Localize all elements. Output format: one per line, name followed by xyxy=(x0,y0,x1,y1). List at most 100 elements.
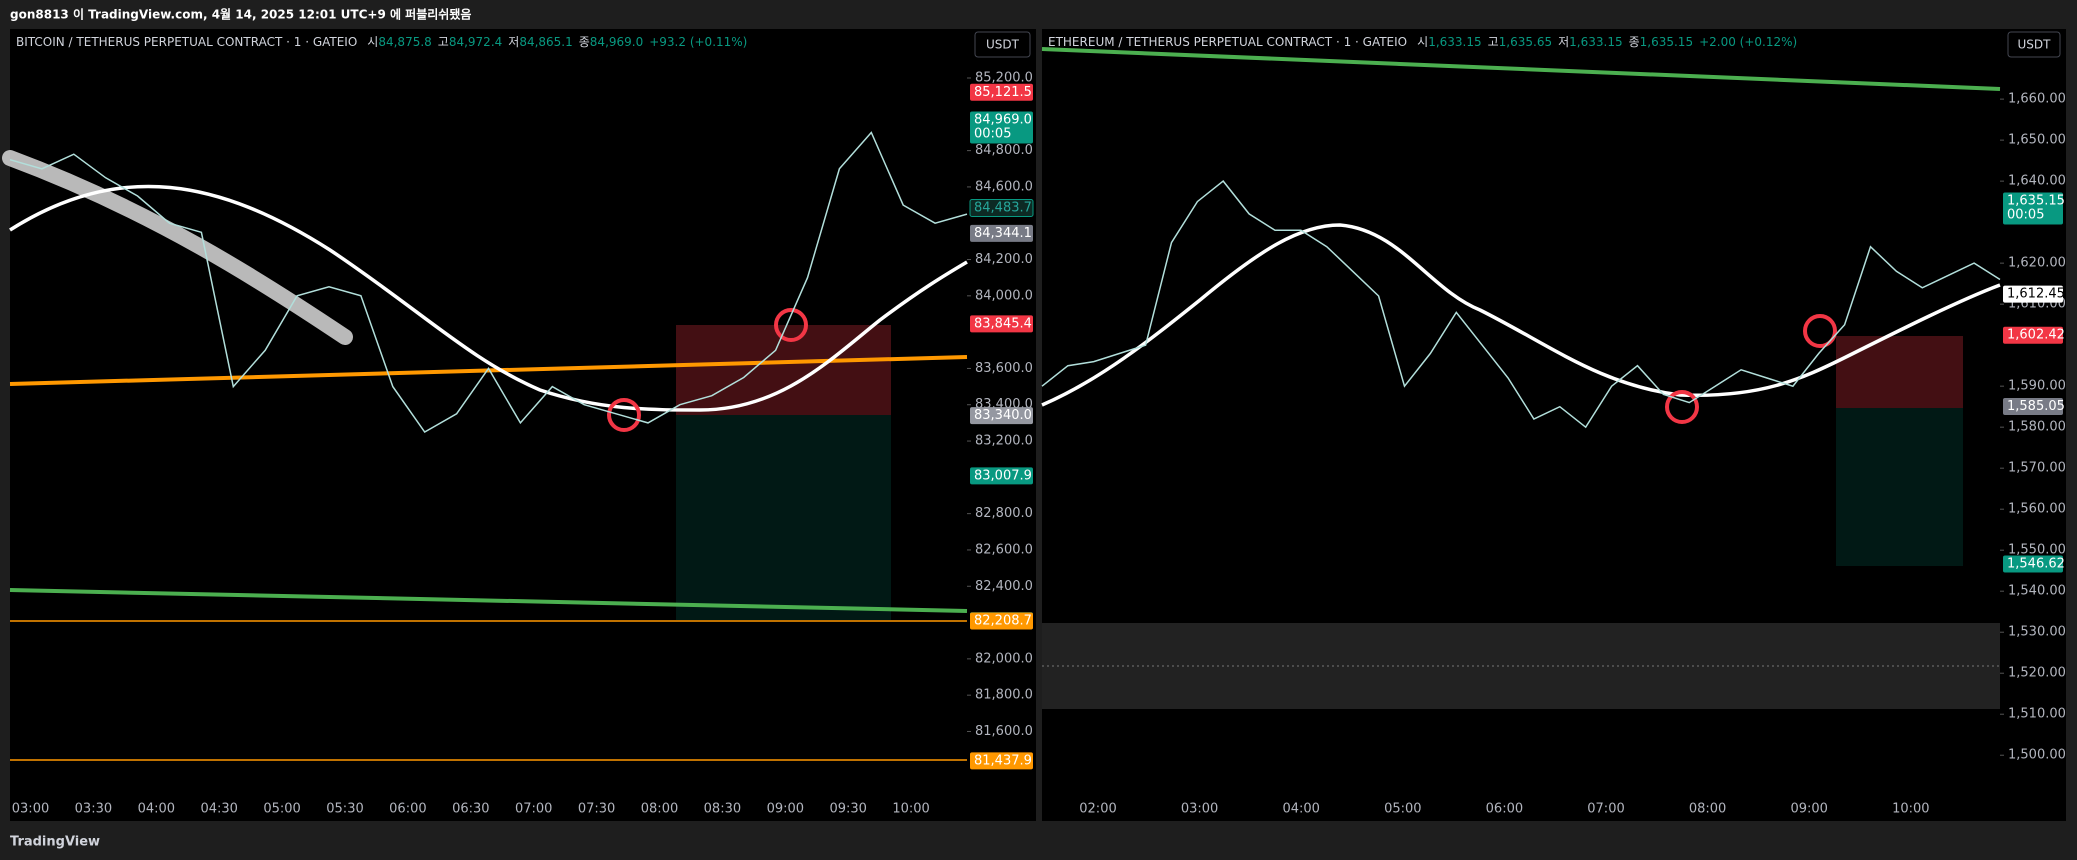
badge-label: 83,007.9 xyxy=(974,468,1032,483)
badge-label: 85,121.5 xyxy=(974,85,1032,100)
time-label: 10:00 xyxy=(1892,802,1929,817)
y-tick-label: 1,530.00 xyxy=(2008,625,2066,640)
marker-circle xyxy=(607,398,641,432)
price-badge xyxy=(970,111,1033,144)
ohlc-value: 84,865.1 xyxy=(519,35,572,49)
badge-label: 1,546.62 xyxy=(2007,557,2065,572)
time-label: 06:30 xyxy=(452,802,489,817)
left-panel xyxy=(10,29,1036,821)
y-tick-label: 1,550.00 xyxy=(2008,543,2066,558)
ohlc-label: 시 xyxy=(1417,35,1428,49)
ma-band xyxy=(2,150,353,345)
time-label: 07:00 xyxy=(515,802,552,817)
ohlc-label: 고 xyxy=(1488,35,1499,49)
badge-label: 1,612.45 xyxy=(2007,287,2065,302)
y-tick-label: 1,650.00 xyxy=(2008,133,2066,148)
badge-label: 81,437.9 xyxy=(974,753,1032,768)
y-tick-label: 82,000.0 xyxy=(975,651,1033,666)
time-label: 07:00 xyxy=(1587,802,1624,817)
y-tick-label: 84,000.0 xyxy=(975,288,1033,303)
footer-brand: TradingView xyxy=(10,835,100,850)
symbol-title: ETHEREUM / TETHERUS PERPETUAL CONTRACT ·… xyxy=(1048,35,1407,49)
ohlc-value: 84,969.0 xyxy=(590,35,643,49)
badge-label: 83,340.0 xyxy=(974,408,1032,423)
change: +93.2 (+0.11%) xyxy=(649,35,747,49)
currency-label: USDT xyxy=(986,38,1020,52)
y-tick-label: 81,800.0 xyxy=(975,688,1033,703)
badge-label: 1,585.05 xyxy=(2007,399,2065,414)
time-label: 03:00 xyxy=(1181,802,1218,817)
ohlc-value: 1,633.15 xyxy=(1569,35,1622,49)
currency-button xyxy=(2007,31,2061,58)
time-label: 09:00 xyxy=(767,802,804,817)
time-label: 08:00 xyxy=(1689,802,1726,817)
y-tick-label: 1,660.00 xyxy=(2008,92,2066,107)
ohlc-label: 종 xyxy=(579,35,590,49)
price-badge xyxy=(2003,192,2063,225)
profit-zone xyxy=(1836,408,1963,566)
time-label: 04:30 xyxy=(200,802,237,817)
ohlc-value: 1,635.65 xyxy=(1499,35,1552,49)
price-badge xyxy=(970,224,1033,242)
y-tick-label: 1,570.00 xyxy=(2008,461,2066,476)
trend-line xyxy=(9,588,968,613)
y-tick-label: 84,800.0 xyxy=(975,143,1033,158)
price-badge xyxy=(970,83,1033,101)
y-tick-label: 82,600.0 xyxy=(975,542,1033,557)
y-tick-label: 1,580.00 xyxy=(2008,420,2066,435)
price-badge xyxy=(970,407,1033,425)
time-label: 06:00 xyxy=(1486,802,1523,817)
badge-label: 1,602.42 xyxy=(2007,328,2065,343)
badge-sub: 00:05 xyxy=(974,126,1011,141)
panel-title: BITCOIN / TETHERUS PERPETUAL CONTRACT · … xyxy=(16,35,747,49)
y-tick-label: 1,510.00 xyxy=(2008,707,2066,722)
trend-line xyxy=(1041,47,2001,91)
time-label: 09:00 xyxy=(1790,802,1827,817)
badge-sub: 00:05 xyxy=(2007,208,2044,223)
time-label: 07:30 xyxy=(578,802,615,817)
profit-zone xyxy=(676,415,891,620)
y-tick-label: 1,520.00 xyxy=(2008,666,2066,681)
marker-circle xyxy=(1665,390,1699,424)
time-label: 03:30 xyxy=(75,802,112,817)
ohlc-label: 종 xyxy=(1629,35,1640,49)
ohlc-value: 1,635.15 xyxy=(1640,35,1693,49)
price-badge xyxy=(2003,285,2063,303)
ohlc-value: 1,633.15 xyxy=(1428,35,1481,49)
y-tick-label: 84,200.0 xyxy=(975,252,1033,267)
y-tick-label: 1,590.00 xyxy=(2008,379,2066,394)
moving-average xyxy=(9,184,968,412)
y-tick-label: 1,540.00 xyxy=(2008,584,2066,599)
time-label: 08:30 xyxy=(704,802,741,817)
ohlc-value: 84,875.8 xyxy=(378,35,431,49)
ohlc-label: 저 xyxy=(1558,35,1569,49)
y-tick-label: 84,600.0 xyxy=(975,179,1033,194)
time-label: 09:30 xyxy=(829,802,866,817)
time-label: 10:00 xyxy=(892,802,929,817)
price-badge xyxy=(970,315,1033,333)
symbol-title: BITCOIN / TETHERUS PERPETUAL CONTRACT · … xyxy=(16,35,357,49)
price-badge xyxy=(2003,397,2063,415)
panel-title: ETHEREUM / TETHERUS PERPETUAL CONTRACT ·… xyxy=(1048,35,1797,49)
time-label: 04:00 xyxy=(1282,802,1319,817)
y-tick-label: 83,600.0 xyxy=(975,361,1033,376)
time-label: 05:00 xyxy=(263,802,300,817)
y-tick-label: 85,200.0 xyxy=(975,71,1033,86)
marker-circle xyxy=(774,308,808,342)
price-badge xyxy=(2003,555,2063,573)
ohlc-label: 저 xyxy=(508,35,519,49)
moving-average xyxy=(1041,223,2001,407)
badge-label: 84,969.0 xyxy=(974,112,1032,127)
price-line xyxy=(1041,180,2001,429)
time-label: 02:00 xyxy=(1079,802,1116,817)
time-label: 03:00 xyxy=(12,802,49,817)
time-label: 05:00 xyxy=(1384,802,1421,817)
badge-label: 84,483.7 xyxy=(974,201,1032,216)
y-tick-label: 83,200.0 xyxy=(975,434,1033,449)
y-tick-label: 1,500.00 xyxy=(2008,748,2066,763)
ohlc-value: 84,972.4 xyxy=(449,35,502,49)
loss-zone xyxy=(1836,336,1963,408)
currency-button xyxy=(974,31,1031,58)
